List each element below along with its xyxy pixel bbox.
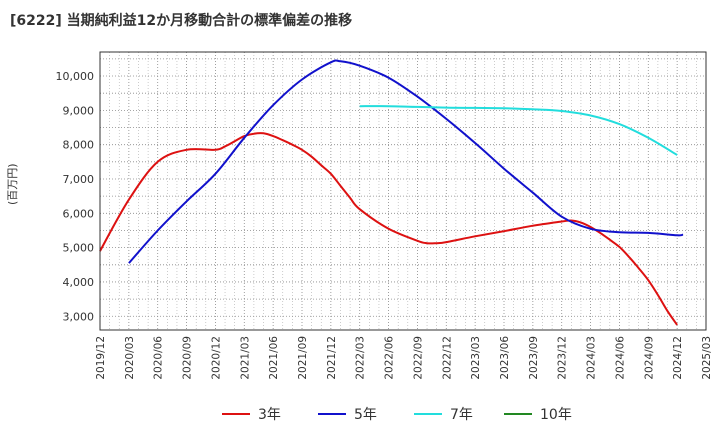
legend-item: 7年	[414, 403, 473, 425]
legend-label: 10年	[540, 407, 572, 423]
legend-swatch	[222, 413, 250, 415]
x-tick-label: 2023/03	[470, 336, 482, 380]
legend-label: 7年	[450, 407, 473, 423]
series-line-2	[359, 105, 678, 156]
x-tick-label: 2023/09	[528, 336, 540, 380]
y-tick-label: 4,000	[63, 276, 95, 289]
x-tick-label: 2025/03	[701, 336, 713, 380]
series-lines	[99, 59, 684, 326]
y-tick-label: 6,000	[63, 207, 95, 220]
y-tick-label: 3,000	[63, 310, 95, 323]
x-tick-label: 2021/12	[326, 336, 338, 380]
legend-swatch	[414, 413, 442, 415]
y-tick-label: 7,000	[63, 173, 95, 186]
x-tick-label: 2020/06	[153, 336, 165, 380]
x-tick-label: 2024/12	[672, 336, 684, 380]
x-tick-label: 2019/12	[95, 336, 107, 380]
x-tick-label: 2022/06	[384, 336, 396, 380]
x-tick-label: 2021/09	[297, 336, 309, 380]
y-tick-label: 5,000	[63, 242, 95, 255]
x-tick-label: 2023/06	[499, 336, 511, 380]
x-tick-label: 2022/09	[412, 336, 424, 380]
legend-label: 3年	[258, 407, 281, 423]
x-tick-label: 2021/06	[268, 336, 280, 380]
x-tick-label: 2022/03	[355, 336, 367, 380]
plot-frame	[99, 51, 707, 331]
x-tick-label: 2023/12	[557, 336, 569, 380]
legend-swatch	[504, 413, 532, 415]
y-tick-label: 10,000	[56, 70, 95, 83]
legend: 3年 5年 7年 10年	[0, 403, 720, 425]
x-tick-label: 2022/12	[441, 336, 453, 380]
x-tick-label: 2020/09	[182, 336, 194, 380]
x-tick-label: 2024/09	[643, 336, 655, 380]
legend-item: 5年	[318, 403, 377, 425]
grid	[99, 52, 707, 330]
series-line-0	[99, 132, 678, 326]
x-tick-label: 2024/03	[586, 336, 598, 380]
series-line-1	[128, 59, 684, 264]
x-tick-label: 2021/03	[239, 336, 251, 380]
x-tick-label: 2024/06	[614, 336, 626, 380]
x-axis-ticks: 2019/12 2020/03 2020/06 2020/09 2020/12 2021/…	[95, 336, 713, 380]
legend-item: 10年	[504, 403, 572, 425]
legend-label: 5年	[354, 407, 377, 423]
chart-title: [6222] 当期純利益12か月移動合計の標準偏差の推移	[10, 13, 353, 29]
y-axis-ticks: 3,000 4,000 5,000 6,000 7,000 8,000 9,000 10,00…	[56, 70, 95, 323]
line-chart: 3,000 4,000 5,000 6,000 7,000 8,000 9,000 10,00…	[56, 51, 713, 380]
y-tick-label: 8,000	[63, 139, 95, 152]
legend-item: 3年	[222, 403, 281, 425]
y-tick-label: 9,000	[63, 104, 95, 117]
x-tick-label: 2020/12	[210, 336, 222, 380]
legend-swatch	[318, 413, 346, 415]
x-tick-label: 2020/03	[124, 336, 136, 380]
